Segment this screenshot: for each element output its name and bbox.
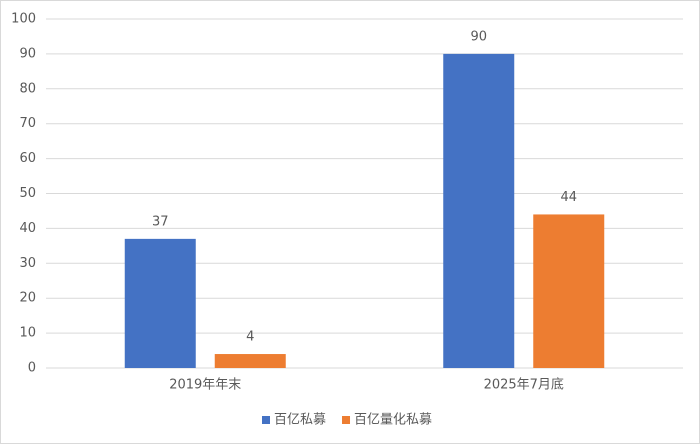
legend-swatch: [342, 416, 351, 424]
data-label: 90: [470, 29, 487, 44]
legend-label: 百亿私募: [274, 413, 326, 428]
y-tick-label: 100: [11, 12, 36, 27]
y-tick-label: 40: [19, 221, 36, 236]
data-label: 44: [560, 190, 577, 205]
x-tick-label: 2025年7月底: [484, 377, 564, 393]
bar: [214, 354, 286, 368]
y-tick-label: 70: [19, 116, 36, 131]
y-tick-label: 10: [19, 326, 36, 341]
y-tick-label: 80: [19, 81, 36, 96]
y-tick-label: 0: [28, 361, 36, 376]
bar: [443, 53, 515, 369]
data-label: 37: [152, 214, 169, 229]
data-label: 4: [246, 330, 254, 345]
bar: [533, 214, 605, 368]
y-tick-label: 20: [19, 291, 36, 306]
y-tick-label: 50: [19, 186, 36, 201]
legend-label: 百亿量化私募: [354, 413, 432, 428]
x-tick-label: 2019年年末: [169, 378, 241, 393]
legend-swatch: [262, 416, 270, 424]
bar: [124, 238, 196, 368]
y-tick-label: 60: [19, 151, 36, 166]
y-tick-label: 90: [19, 46, 36, 61]
y-tick-label: 30: [19, 256, 36, 271]
